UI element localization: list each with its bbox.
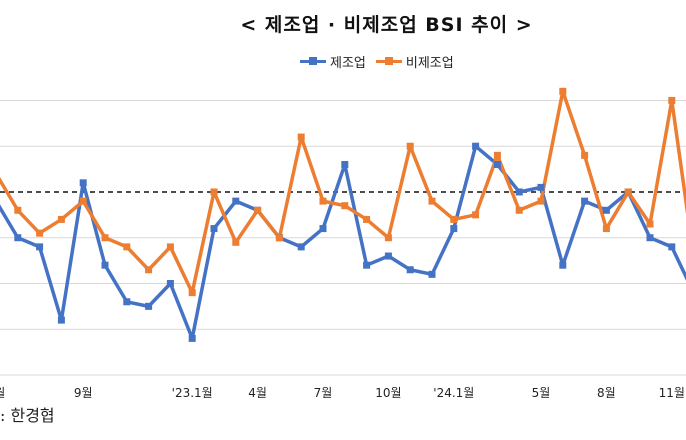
data-point-s1-15 [319,197,327,205]
data-point-s1-6 [123,243,131,251]
x-tick-label: 4월 [248,386,267,400]
data-point-s0-20 [428,270,436,278]
data-point-s1-1 [14,206,22,214]
data-point-s0-16 [341,161,349,169]
data-point-s1-9 [188,289,196,297]
data-point-s1-7 [145,266,153,274]
data-point-s0-10 [210,225,218,233]
data-point-s1-12 [254,206,262,214]
data-point-s1-17 [363,215,371,223]
data-point-s0-5 [101,261,109,269]
data-point-s0-28 [602,206,610,214]
plot-area: 8월 9월 '23.1월 4월 7월 10월 '24.1월 5월 8월 11월 [0,87,686,400]
data-point-s0-23 [493,161,501,169]
data-point-s1-11 [232,238,240,246]
x-tick-label: 9월 [74,386,93,400]
data-point-s0-7 [145,302,153,310]
data-point-s1-30 [646,220,654,228]
data-point-s1-29 [624,188,632,196]
legend: 제조업 비제조업 [300,52,464,71]
data-point-s0-31 [668,243,676,251]
source-note: : 한경협 [0,406,55,425]
x-tick-label: 10월 [375,386,401,400]
data-point-s1-20 [428,197,436,205]
x-tick-label: '24.1월 [433,386,474,400]
data-point-s0-2 [36,243,44,251]
data-point-s1-10 [210,188,218,196]
data-point-s0-25 [537,183,545,191]
data-point-s0-21 [450,225,458,233]
data-point-s1-13 [275,234,283,242]
data-point-s0-11 [232,197,240,205]
data-point-s0-6 [123,298,131,306]
data-point-s1-16 [341,202,349,210]
data-point-s0-3 [57,316,65,324]
data-point-s1-21 [450,215,458,223]
data-point-s0-22 [472,142,480,150]
x-tick-label: 11월 [659,386,685,400]
data-point-s0-9 [188,334,196,342]
data-point-s0-30 [646,234,654,242]
data-point-s1-24 [515,206,523,214]
legend-item-non-manufacturing: 비제조업 [375,52,454,71]
data-point-s1-4 [79,197,87,205]
data-point-s1-22 [472,211,480,219]
series-line-0 [0,144,686,341]
data-point-s1-2 [36,229,44,237]
data-point-s0-15 [319,225,327,233]
data-point-s0-27 [581,197,589,205]
data-point-s0-17 [363,261,371,269]
data-point-s0-26 [559,261,567,269]
x-tick-label: 8월 [597,386,616,400]
data-point-s0-8 [166,279,174,287]
data-point-s1-5 [101,234,109,242]
data-point-s1-8 [166,243,174,251]
data-point-s1-19 [406,142,414,150]
data-point-s0-24 [515,188,523,196]
data-point-s1-25 [537,197,545,205]
data-point-s1-23 [493,151,501,159]
data-point-s0-1 [14,234,22,242]
data-point-s0-4 [79,179,87,187]
legend-swatch-manufacturing [300,57,326,65]
data-point-s0-19 [406,266,414,274]
data-point-s1-26 [559,87,567,95]
data-point-s1-27 [581,151,589,159]
legend-label-manufacturing: 제조업 [330,56,366,71]
chart-title: < 제조업 · 비제조업 BSI 추이 > [240,14,533,36]
data-point-s1-31 [668,96,676,104]
x-tick-label: 8월 [0,386,5,400]
x-tick-label: 7월 [314,386,333,400]
x-tick-label: '23.1월 [172,386,213,400]
legend-swatch-non-manufacturing [375,57,402,65]
data-point-s0-14 [297,243,305,251]
x-tick-label: 5월 [532,386,551,400]
legend-label-non-manufacturing: 비제조업 [405,56,454,71]
data-point-s0-18 [384,252,392,260]
legend-item-manufacturing: 제조업 [300,52,366,71]
data-point-s1-14 [297,133,305,141]
data-point-s1-18 [384,234,392,242]
data-point-s1-3 [57,215,65,223]
data-point-s1-28 [602,225,610,233]
